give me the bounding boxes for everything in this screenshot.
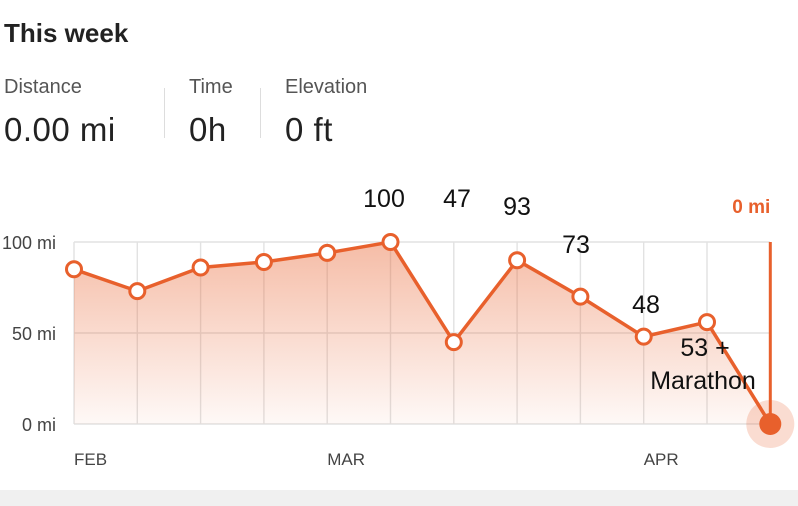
data-point [698, 313, 716, 332]
annotation-label: 100 [363, 185, 405, 213]
stat-divider [260, 88, 261, 138]
stat-time-value: 0h [189, 111, 227, 148]
page-title: This week [4, 18, 129, 48]
data-point [571, 287, 590, 306]
data-point [254, 253, 273, 272]
stat-distance-label: Distance [4, 76, 82, 98]
current-value-label: 0 mi [732, 197, 770, 218]
data-point [381, 233, 400, 251]
data-point [65, 260, 83, 279]
annotation-label: 53 + [680, 334, 729, 362]
x-tick-label: MAR [327, 450, 365, 469]
x-tick-label: FEB [74, 450, 107, 469]
data-point [634, 327, 653, 346]
chart-area [74, 242, 771, 424]
stat-divider [164, 88, 165, 138]
y-tick-label: 100 mi [2, 233, 56, 253]
stat-distance: Distance 0.00 mi [4, 76, 116, 149]
current-point [759, 413, 782, 435]
area-fill [74, 242, 771, 424]
annotation-label: 73 [562, 231, 590, 259]
stat-distance-value: 0.00 mi [4, 111, 116, 148]
data-point [191, 258, 210, 277]
data-point [444, 333, 463, 352]
data-point [508, 251, 527, 270]
annotation-label: Marathon [650, 367, 756, 395]
stat-elevation-value: 0 ft [285, 111, 333, 148]
footer-bar [0, 490, 798, 506]
y-axis: 100 mi 50 mi 0 mi [2, 233, 56, 435]
weekly-distance-chart[interactable]: 100 mi 50 mi 0 mi FEB MAR APR 0 mi 100 47 93 73 4… [0, 0, 798, 490]
y-tick-label: 50 mi [12, 324, 56, 344]
chart-annotations: 0 mi 100 47 93 73 48 53 + Marathon [363, 185, 770, 395]
x-axis: FEB MAR APR [74, 450, 679, 469]
chart-series [73, 240, 772, 425]
data-point [128, 282, 147, 301]
stat-elevation-label: Elevation [285, 76, 368, 98]
annotation-label: 48 [632, 291, 660, 319]
annotation-label: 47 [443, 185, 471, 213]
data-point [318, 243, 337, 262]
series-line [73, 240, 772, 425]
stat-time-label: Time [189, 76, 233, 98]
y-tick-label: 0 mi [22, 415, 56, 435]
chart-points [65, 233, 795, 448]
annotation-label: 93 [503, 193, 531, 221]
stat-elevation: Elevation 0 ft [285, 76, 367, 149]
x-tick-label: APR [644, 450, 679, 469]
stat-time: Time 0h [189, 76, 233, 149]
